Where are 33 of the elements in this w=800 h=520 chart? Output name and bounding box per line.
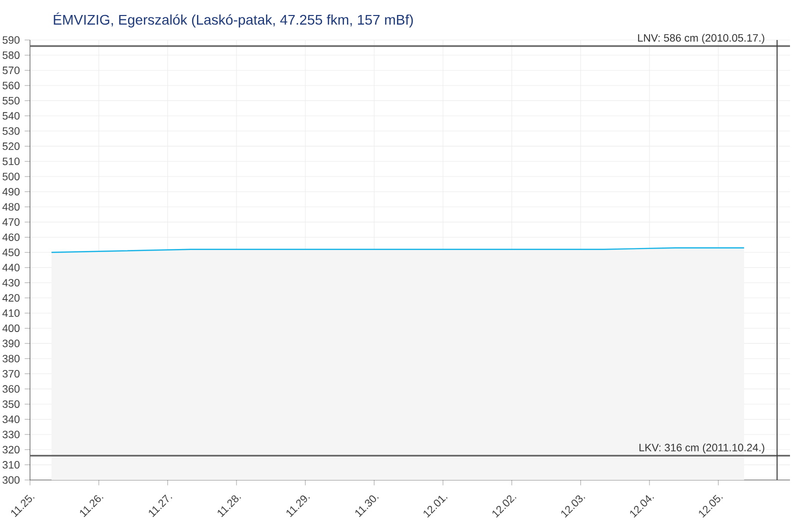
y-tick-label: 470 [2,218,20,226]
y-tick-label: 320 [2,446,20,454]
y-tick-label: 460 [2,233,20,242]
y-tick-label: 340 [2,416,20,424]
y-tick-label: 500 [2,172,20,180]
y-tick-label: 450 [2,248,20,256]
y-tick-label: 490 [2,188,20,196]
y-tick-label: 360 [2,385,20,393]
y-tick-label: 380 [2,354,20,362]
ref-line-label: LKV: 316 cm (2011.10.24.) [640,443,764,454]
y-tick-label: 550 [2,96,20,104]
y-tick-label: 410 [2,309,20,317]
y-tick-label: 430 [2,278,20,287]
y-tick-label: 480 [2,203,20,211]
y-tick-label: 310 [2,461,20,469]
y-tick-label: 330 [2,430,20,438]
y-tick-label: 370 [2,370,20,378]
y-tick-label: 350 [2,400,20,408]
y-tick-label: 560 [2,82,20,90]
y-tick-label: 400 [2,324,20,332]
y-tick-label: 590 [2,36,20,44]
y-tick-label: 420 [2,294,20,302]
y-tick-label: 300 [2,476,20,484]
y-tick-label: 570 [2,66,20,74]
chart-title: ÉMVIZIG, Egerszalók (Laskó-patak, 47.255 fkm, 157 mBf) [54,12,413,28]
y-tick-label: 440 [2,264,20,272]
y-tick-label: 540 [2,112,20,120]
y-tick-label: 580 [2,51,20,59]
y-tick-label: 510 [2,158,20,166]
ref-line-label: LNV: 586 cm (2010.05.17.) [638,34,764,44]
y-tick-label: 390 [2,340,20,348]
y-tick-label: 520 [2,142,20,150]
y-tick-label: 530 [2,127,20,135]
